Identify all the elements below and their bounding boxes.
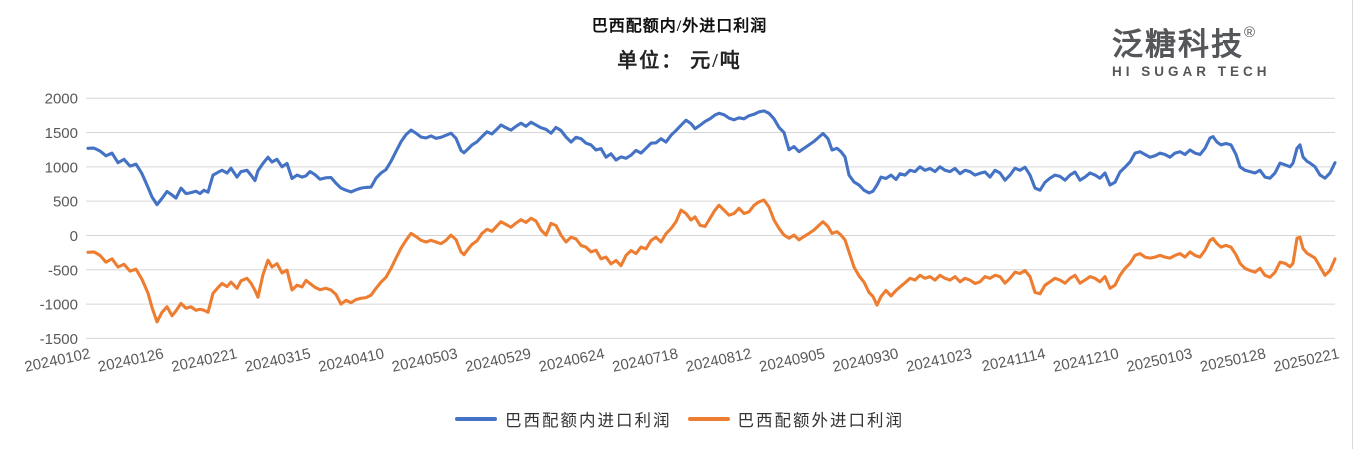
x-axis-tick-label: 20240529 [464, 345, 533, 376]
logo-tagline: HI SUGAR TECH [1112, 64, 1271, 79]
x-axis-tick-label: 20240221 [170, 345, 239, 376]
y-axis-tick-label: 1000 [45, 159, 78, 176]
hi-sugar-tech-logo: 泛糖科技® HI SUGAR TECH [1112, 24, 1271, 79]
registered-trademark-icon: ® [1244, 24, 1256, 41]
x-axis-tick-label: 20240718 [611, 345, 680, 376]
x-axis-tick-label: 20241114 [980, 345, 1047, 375]
x-axis-tick-label: 20241210 [1052, 345, 1121, 376]
y-axis-tick-label: 500 [53, 194, 78, 211]
x-axis-tick-label: 20240624 [537, 345, 606, 376]
x-axis-tick-label: 20240812 [684, 345, 753, 376]
x-axis-tick-label: 20240905 [758, 345, 827, 376]
logo-brand-text: 泛糖科技 [1112, 27, 1244, 62]
x-axis-tick-label: 20240126 [96, 345, 165, 376]
x-axis-tick-label: 20240930 [831, 345, 900, 376]
y-axis-tick-label: -1000 [40, 297, 78, 314]
x-axis-tick-label: 20240102 [23, 345, 92, 376]
y-axis-tick-label: 1500 [45, 125, 78, 142]
y-axis-tick-label: -1500 [40, 331, 78, 348]
out-quota-profit-line [86, 198, 1337, 324]
x-axis-tick-label: 20250128 [1199, 345, 1268, 376]
legend-item-out-quota: 巴西配额外进口利润 [687, 407, 905, 431]
chart-title: 巴西配额内/外进口利润 [591, 18, 768, 35]
legend-item-in-quota: 巴西配额内进口利润 [455, 407, 672, 431]
x-axis-tick-label: 20240503 [390, 345, 459, 376]
out-quota-line-swatch [687, 417, 730, 421]
x-axis-tick-label: 20241023 [905, 345, 974, 376]
y-axis-tick-label: -500 [48, 262, 78, 279]
out-quota-legend-label: 巴西配额外进口利润 [737, 411, 904, 430]
in-quota-profit-line [86, 109, 1337, 207]
x-axis-tick-label: 20240410 [317, 345, 386, 376]
y-axis-tick-label: 0 [70, 228, 78, 245]
in-quota-legend-label: 巴西配额内进口利润 [505, 411, 672, 430]
x-axis-tick-label: 20250103 [1125, 345, 1194, 376]
chart-unit-label: 单位： 元/吨 [617, 50, 742, 72]
window-edge-divider [1352, 0, 1353, 449]
y-axis-tick-label: 2000 [45, 91, 78, 108]
x-axis-tick-label: 20250221 [1272, 345, 1341, 376]
chart-legend: 巴西配额内进口利润 巴西配额外进口利润 [0, 407, 1359, 431]
x-axis-tick-label: 20240315 [243, 345, 312, 376]
in-quota-line-swatch [455, 417, 497, 421]
